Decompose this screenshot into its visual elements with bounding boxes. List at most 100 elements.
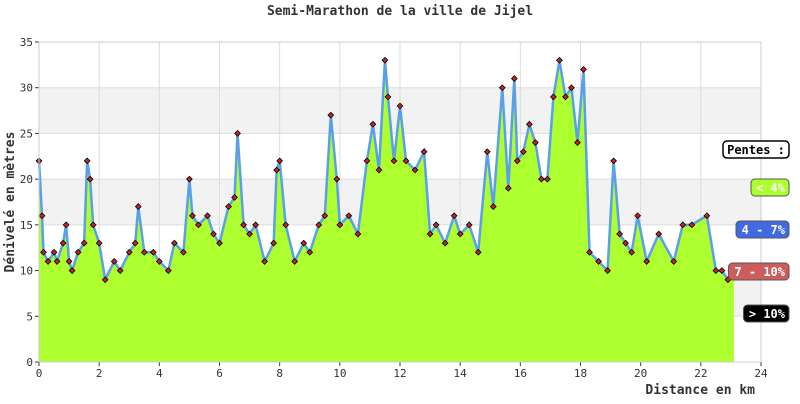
marker: [53, 258, 61, 265]
x-tick-label: 22: [694, 367, 707, 380]
marker: [95, 239, 103, 247]
x-tick-label: 6: [216, 367, 223, 380]
marker: [276, 157, 284, 165]
marker: [231, 194, 238, 201]
marker: [240, 221, 247, 229]
marker: [604, 267, 611, 274]
marker: [38, 212, 46, 220]
marker: [50, 248, 58, 256]
marker: [504, 184, 512, 192]
marker: [186, 175, 193, 183]
marker: [291, 258, 299, 265]
marker: [390, 157, 398, 165]
marker: [68, 267, 76, 274]
y-tick-label: 0: [26, 356, 33, 369]
x-tick-label: 18: [574, 367, 587, 380]
x-tick-label: 16: [514, 367, 527, 380]
marker: [450, 212, 458, 220]
marker: [80, 239, 88, 247]
marker: [270, 239, 278, 247]
marker: [300, 239, 308, 247]
marker: [483, 148, 491, 156]
marker: [670, 258, 678, 265]
marker: [396, 102, 404, 110]
marker: [252, 221, 259, 229]
marker: [544, 175, 551, 183]
marker: [465, 221, 473, 229]
marker: [170, 239, 178, 247]
marker: [86, 175, 94, 183]
marker: [134, 203, 142, 210]
legend-label: > 10%: [749, 307, 786, 321]
marker: [550, 93, 557, 101]
marker: [688, 221, 696, 229]
legend-box: [728, 262, 790, 281]
marker: [525, 120, 533, 128]
marker: [336, 221, 344, 229]
marker: [513, 157, 521, 165]
marker: [628, 248, 636, 256]
marker: [315, 221, 323, 229]
marker: [195, 221, 202, 229]
legend-box: [750, 178, 790, 197]
marker: [384, 93, 392, 101]
marker: [456, 230, 464, 238]
marker: [363, 157, 371, 165]
marker: [432, 221, 440, 229]
x-axis-label: Distance en km: [645, 383, 755, 398]
marker: [261, 258, 269, 265]
y-tick-label: 30: [20, 82, 33, 95]
marker: [74, 248, 82, 256]
marker: [216, 239, 223, 247]
x-tick-label: 14: [454, 367, 468, 380]
marker: [282, 221, 290, 229]
x-tick-label: 8: [276, 367, 283, 380]
marker: [345, 212, 353, 220]
x-tick-label: 2: [96, 367, 103, 380]
marker: [474, 248, 482, 256]
marker: [204, 212, 211, 220]
legend-box: [735, 220, 790, 239]
marker: [595, 258, 602, 265]
marker: [306, 248, 314, 256]
marker: [246, 230, 253, 238]
area: [39, 60, 734, 363]
marker: [489, 203, 497, 210]
marker: [131, 239, 139, 247]
marker: [556, 56, 563, 64]
y-tick-label: 5: [26, 310, 33, 323]
marker: [537, 175, 545, 183]
marker: [610, 157, 617, 165]
marker: [712, 267, 720, 274]
marker: [655, 230, 663, 238]
y-axis-label: Dénivelé en mètres: [3, 132, 18, 273]
marker: [718, 267, 726, 274]
marker: [510, 75, 518, 82]
marker: [531, 139, 539, 146]
legend-box: [743, 304, 790, 323]
marker: [562, 93, 569, 101]
marker: [44, 258, 52, 265]
marker: [441, 239, 449, 247]
marker: [354, 230, 362, 238]
marker: [321, 212, 329, 220]
y-tick-label: 35: [20, 36, 33, 49]
marker: [643, 258, 651, 265]
marker: [65, 258, 73, 265]
marker: [273, 166, 281, 174]
marker: [411, 166, 419, 174]
legend-label: 4 - 7%: [742, 223, 786, 237]
marker: [155, 258, 163, 265]
x-tick-label: 24: [754, 367, 768, 380]
marker: [40, 248, 47, 256]
marker: [580, 66, 587, 73]
marker: [333, 175, 341, 183]
y-tick-label: 10: [20, 265, 33, 278]
marker: [420, 148, 428, 156]
legend-label: < 4%: [756, 181, 786, 195]
marker: [149, 248, 157, 256]
marker: [703, 212, 711, 220]
marker: [426, 230, 434, 238]
legend-title: Pentes :: [727, 143, 785, 157]
